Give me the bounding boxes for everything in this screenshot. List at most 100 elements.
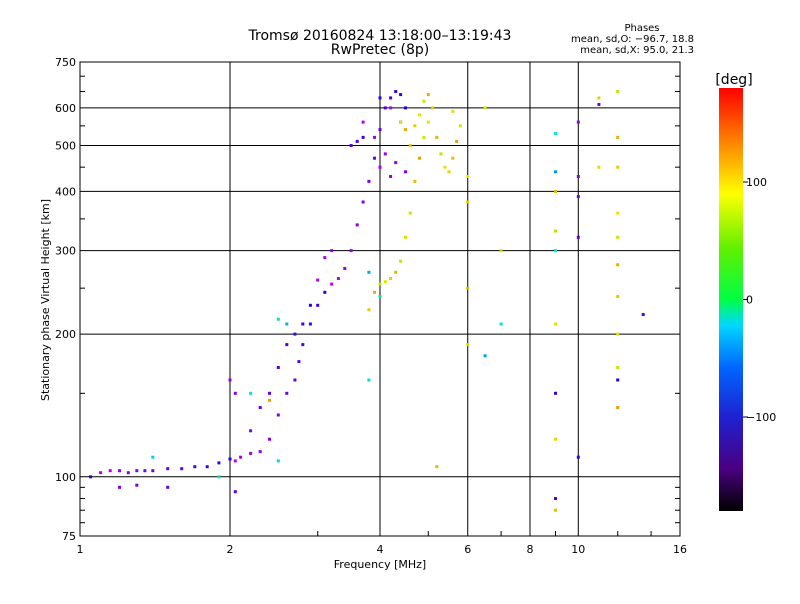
data-point <box>118 469 121 473</box>
data-point <box>597 96 601 100</box>
data-point <box>413 179 417 183</box>
data-point <box>399 259 403 263</box>
data-point <box>499 249 503 253</box>
data-point <box>483 106 487 110</box>
data-point <box>268 398 271 402</box>
colorbar-tick-label: −100 <box>746 411 776 424</box>
data-point <box>323 256 327 260</box>
data-point <box>285 343 289 347</box>
data-point <box>151 455 155 459</box>
data-point <box>389 175 393 178</box>
data-point <box>126 471 130 475</box>
data-points <box>89 90 645 512</box>
data-point <box>361 135 365 139</box>
data-point <box>554 391 557 395</box>
data-point <box>389 277 393 280</box>
data-point <box>361 200 365 204</box>
data-point <box>394 90 398 93</box>
x-axis-label: Frequency [MHz] <box>334 558 426 571</box>
data-point <box>118 485 121 489</box>
data-point <box>233 490 237 494</box>
data-point <box>316 278 320 282</box>
data-point <box>135 469 139 473</box>
data-point <box>455 139 459 143</box>
data-point <box>426 120 430 124</box>
data-point <box>394 161 398 165</box>
plot-frame <box>79 61 681 537</box>
data-point <box>616 406 620 409</box>
data-point <box>404 106 407 110</box>
data-point <box>308 322 312 326</box>
data-point <box>249 429 253 433</box>
data-point <box>367 378 371 382</box>
data-point <box>394 270 398 274</box>
data-point <box>451 109 455 113</box>
x-tick-label: 10 <box>571 543 585 556</box>
data-point <box>228 378 232 382</box>
data-point <box>418 156 421 160</box>
data-point <box>367 179 371 183</box>
data-point <box>597 165 601 169</box>
data-point <box>466 175 470 178</box>
data-point <box>233 391 237 395</box>
data-point <box>576 195 580 199</box>
y-tick-label: 75 <box>62 530 76 543</box>
data-point <box>404 235 407 239</box>
data-point <box>135 483 139 487</box>
data-point <box>554 189 557 193</box>
data-point <box>276 317 280 321</box>
data-point <box>367 308 371 312</box>
data-point <box>451 156 455 160</box>
data-point <box>443 165 447 169</box>
data-point <box>378 96 382 100</box>
data-point <box>458 124 462 128</box>
stats-heading: Phases <box>624 23 659 34</box>
data-point <box>378 282 382 286</box>
data-point <box>99 471 103 475</box>
data-point <box>576 175 580 178</box>
data-point <box>422 135 426 139</box>
data-point <box>268 437 271 441</box>
data-point <box>554 497 557 500</box>
x-tick-label: 1 <box>77 543 84 556</box>
data-point <box>343 267 347 270</box>
data-point <box>466 200 470 204</box>
data-point <box>166 467 170 471</box>
data-point <box>616 332 620 336</box>
colorbar-ticks: 100 0 −100 <box>743 176 776 424</box>
data-point <box>301 343 305 347</box>
data-point <box>180 467 184 471</box>
data-point <box>554 322 557 326</box>
data-point <box>389 96 393 100</box>
data-point <box>233 459 237 463</box>
data-point <box>447 170 451 174</box>
colorbar-tick-label: 0 <box>746 294 753 307</box>
data-point <box>239 455 243 459</box>
data-point <box>616 135 620 139</box>
data-point <box>399 120 403 124</box>
data-point <box>258 450 262 454</box>
data-point <box>378 128 382 132</box>
data-point <box>268 391 271 395</box>
data-point <box>616 295 620 299</box>
data-point <box>355 223 359 227</box>
data-point <box>285 391 289 395</box>
data-point <box>616 90 620 93</box>
data-point <box>408 144 412 147</box>
data-point <box>466 343 470 347</box>
x-tick-label: 16 <box>673 543 687 556</box>
data-point <box>330 282 334 286</box>
data-point <box>616 366 620 369</box>
data-point <box>361 120 365 124</box>
data-point <box>383 106 387 110</box>
x-tick-label: 6 <box>464 543 471 556</box>
data-point <box>554 170 557 174</box>
data-point <box>217 461 221 465</box>
data-point <box>308 303 312 307</box>
data-point <box>576 455 580 459</box>
data-point <box>276 366 280 369</box>
y-tick-label: 500 <box>55 139 76 152</box>
x-tick-label: 8 <box>527 543 534 556</box>
